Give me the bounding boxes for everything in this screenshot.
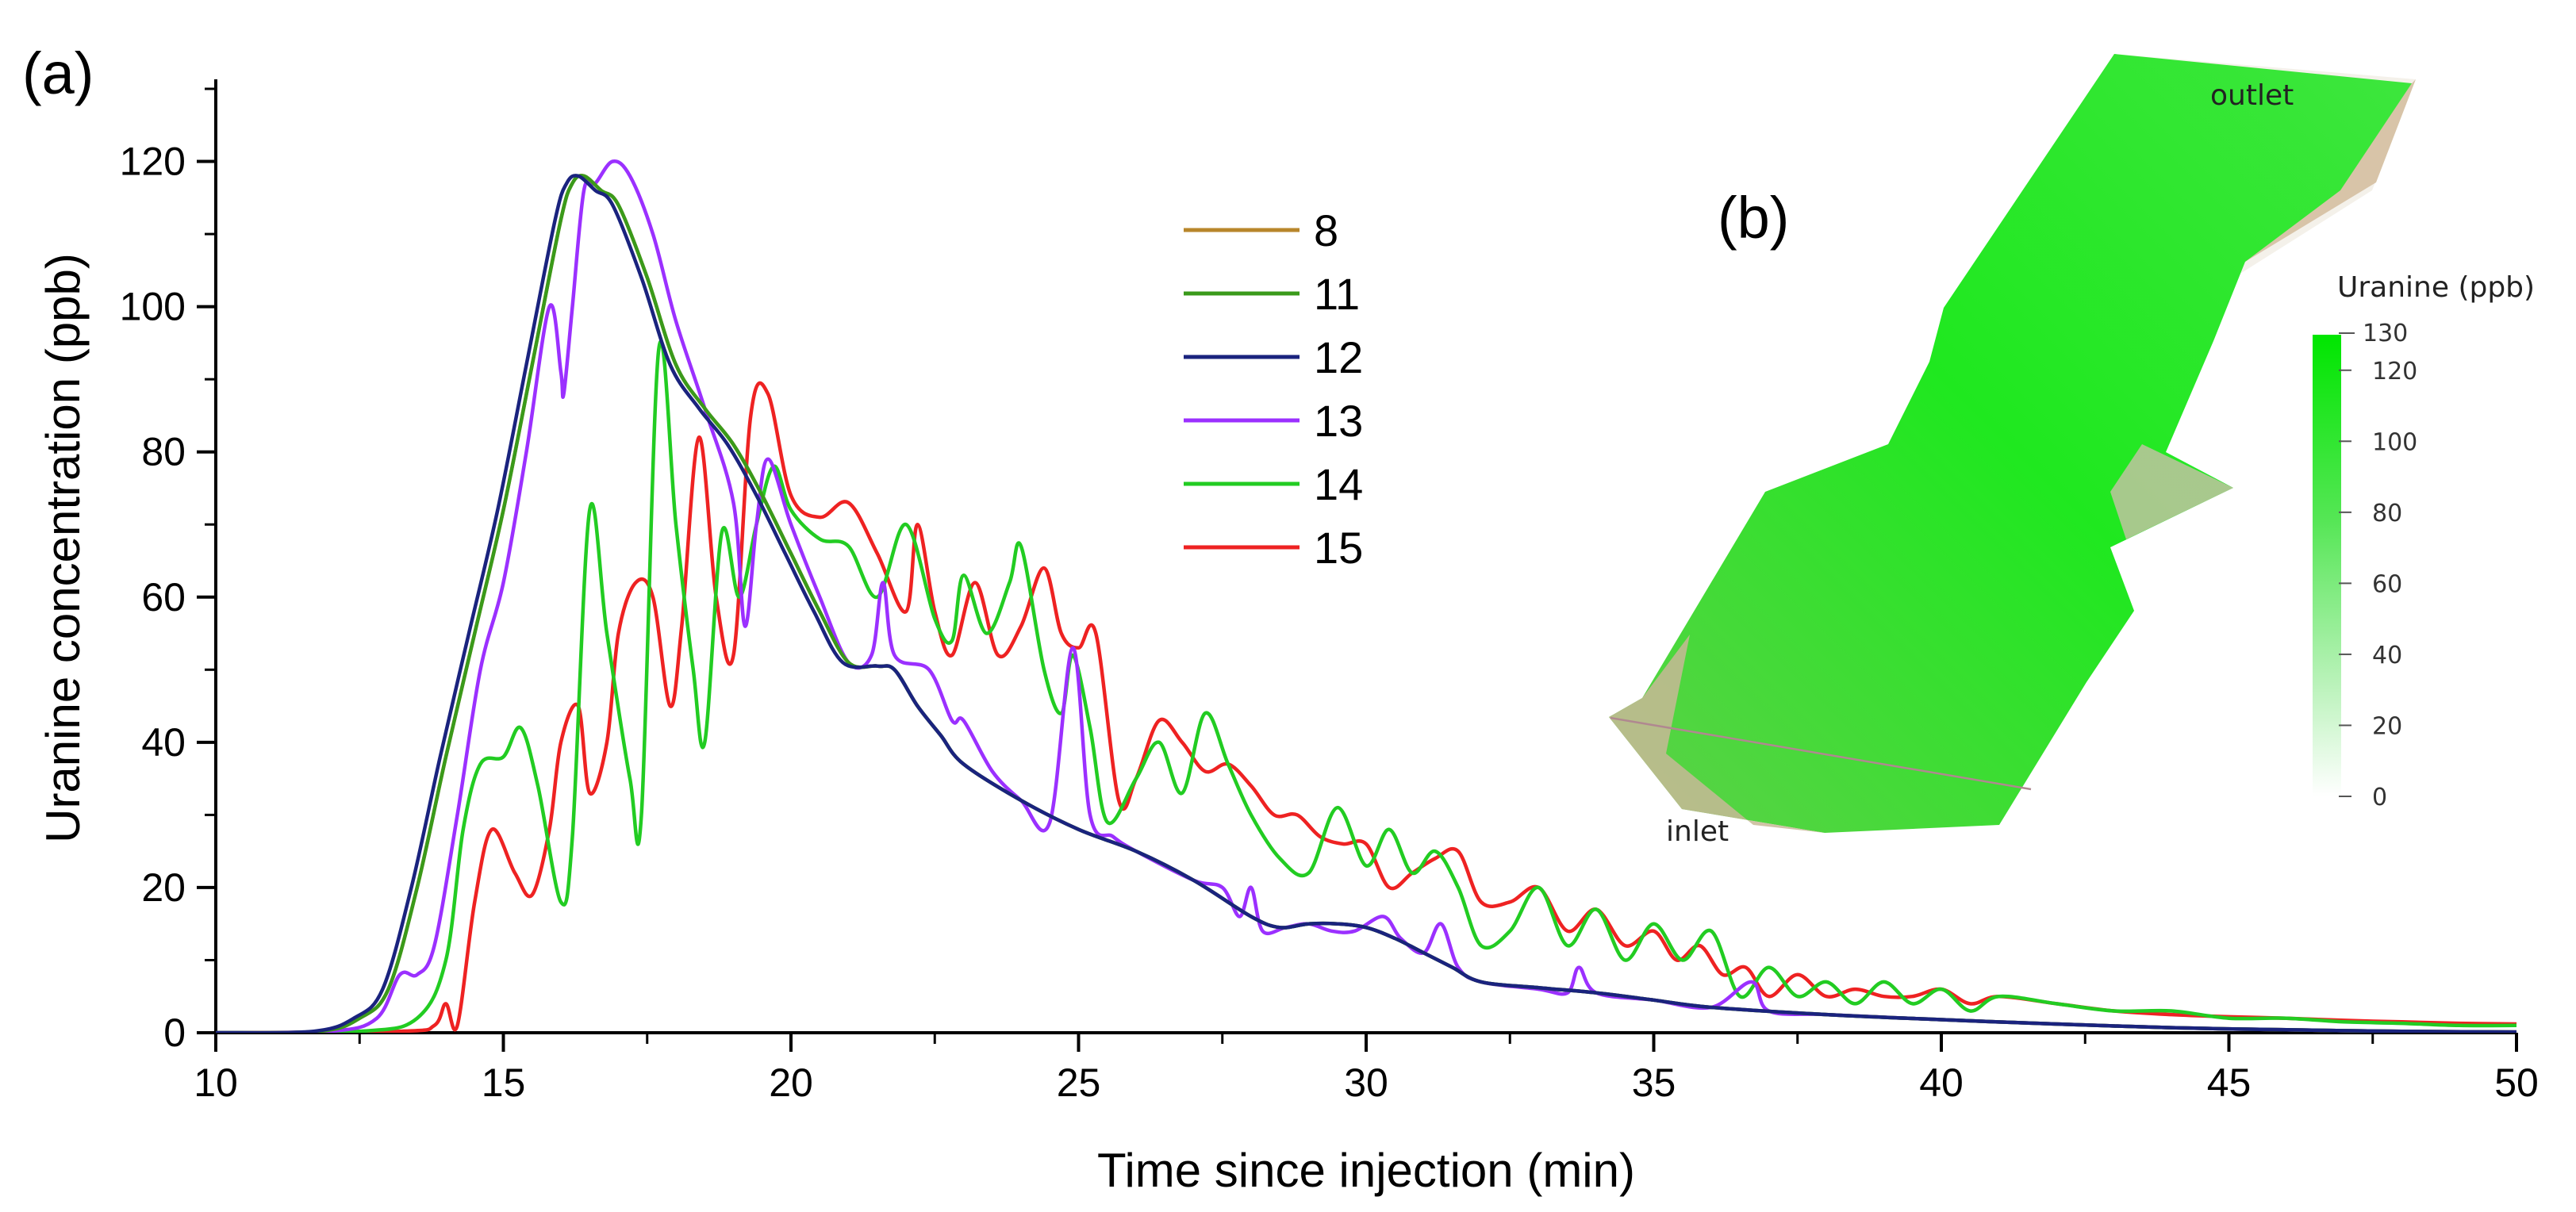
inset-flow-body bbox=[1609, 54, 2412, 833]
x-tick-label: 20 bbox=[769, 1060, 813, 1105]
y-tick-label: 80 bbox=[141, 430, 186, 474]
inset-inlet-edge bbox=[1610, 716, 2032, 791]
inset-inlet-wall bbox=[1609, 635, 1825, 833]
x-axis-title: Time since injection (min) bbox=[1097, 1144, 1635, 1197]
colorbar-tick-label: 20 bbox=[2372, 712, 2402, 740]
legend-label-14: 14 bbox=[1314, 459, 1363, 509]
legend-label-11: 11 bbox=[1314, 269, 1360, 319]
series-lines bbox=[216, 159, 2516, 1033]
legend-label-13: 13 bbox=[1314, 396, 1363, 446]
legend: 8 11 12 13 14 15 bbox=[1184, 205, 1363, 573]
y-tick-label: 0 bbox=[163, 1011, 186, 1055]
colorbar: Uranine (ppb) 130 120 100 80 60 40 20 0 bbox=[2313, 271, 2535, 811]
inset-inlet-label: inlet bbox=[1666, 815, 1729, 848]
y-tick-label: 20 bbox=[141, 865, 186, 910]
panel-b-label: (b) bbox=[1718, 185, 1789, 251]
colorbar-max-label: 130 bbox=[2363, 320, 2408, 347]
x-tick-label: 25 bbox=[1057, 1060, 1101, 1105]
colorbar-ticks: 120 100 80 60 40 20 0 bbox=[2339, 358, 2417, 811]
x-tick-label: 15 bbox=[482, 1060, 526, 1105]
x-tick-label: 10 bbox=[194, 1060, 238, 1105]
colorbar-tick-label: 0 bbox=[2372, 784, 2387, 811]
colorbar-title: Uranine (ppb) bbox=[2337, 271, 2535, 304]
x-tick-label: 30 bbox=[1344, 1060, 1388, 1105]
inset-side-branch bbox=[2110, 444, 2233, 539]
x-tick-label: 45 bbox=[2207, 1060, 2252, 1105]
legend-label-12: 12 bbox=[1314, 332, 1363, 382]
y-axis-ticks: 0 20 40 60 80 100 120 bbox=[120, 87, 216, 1055]
x-axis-ticks: 10 15 20 25 30 35 40 45 50 bbox=[194, 1033, 2539, 1105]
y-tick-label: 120 bbox=[120, 140, 186, 184]
colorbar-tick-label: 120 bbox=[2372, 358, 2417, 385]
colorbar-tick-label: 100 bbox=[2372, 428, 2417, 456]
panel-a-label: (a) bbox=[22, 40, 94, 106]
x-tick-label: 40 bbox=[1919, 1060, 1964, 1105]
inset-outlet-label: outlet bbox=[2210, 79, 2294, 112]
colorbar-tick-label: 80 bbox=[2372, 500, 2402, 527]
colorbar-gradient bbox=[2313, 335, 2341, 796]
y-tick-label: 60 bbox=[141, 575, 186, 619]
series-line-15 bbox=[216, 381, 2516, 1033]
x-tick-label: 35 bbox=[1632, 1060, 1676, 1105]
inset-panel-b: (b) outlet inlet bbox=[1609, 54, 2416, 848]
legend-label-15: 15 bbox=[1314, 523, 1363, 573]
y-tick-label: 100 bbox=[120, 285, 186, 329]
legend-label-8: 8 bbox=[1314, 205, 1338, 255]
y-axis-title: Uranine concentration (ppb) bbox=[36, 253, 90, 843]
series-line-12 bbox=[216, 174, 2516, 1033]
x-tick-label: 50 bbox=[2494, 1060, 2539, 1105]
colorbar-tick-label: 40 bbox=[2372, 642, 2402, 669]
colorbar-tick-label: 60 bbox=[2372, 570, 2402, 598]
y-tick-label: 40 bbox=[141, 720, 186, 765]
